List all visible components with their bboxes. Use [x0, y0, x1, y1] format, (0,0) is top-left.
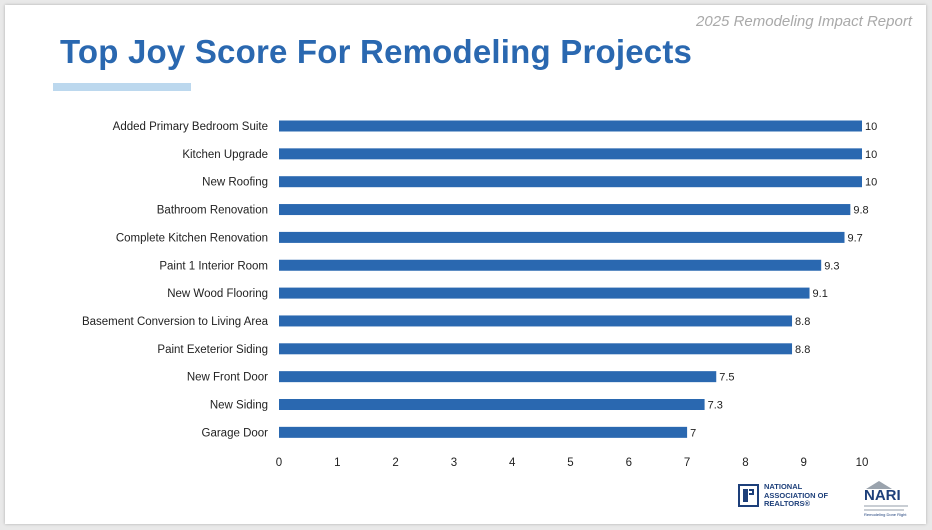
category-label: Bathroom Renovation: [157, 205, 268, 217]
data-label: 9.1: [813, 288, 828, 300]
x-tick-label: 3: [451, 457, 457, 469]
nari-rule: [864, 505, 908, 507]
logos: NATIONAL ASSOCIATION OF REALTORS® NARI R…: [738, 479, 918, 519]
category-label: Basement Conversion to Living Area: [82, 316, 269, 328]
data-label: 10: [865, 177, 877, 189]
category-label: Paint 1 Interior Room: [159, 260, 268, 272]
bar: [279, 343, 793, 355]
bar: [279, 120, 862, 132]
x-tick-label: 8: [742, 457, 748, 469]
x-tick-label: 4: [509, 457, 516, 469]
house-roof-icon: [866, 481, 892, 489]
bar: [279, 176, 862, 188]
page-title: Top Joy Score For Remodeling Projects: [60, 33, 693, 70]
nar-line-1: NATIONAL: [764, 482, 803, 491]
bar: [279, 204, 851, 216]
x-tick-label: 1: [334, 457, 340, 469]
bar: [279, 371, 717, 383]
nar-logo: NATIONAL ASSOCIATION OF REALTORS®: [738, 482, 829, 509]
x-tick-label: 9: [800, 457, 806, 469]
nari-tagline: Remodeling Done Right: [864, 512, 907, 517]
title-accent-bar: [53, 83, 191, 91]
x-tick-label: 7: [684, 457, 690, 469]
data-label: 9.8: [853, 205, 868, 217]
category-label: New Siding: [210, 400, 268, 412]
bar: [279, 426, 688, 438]
data-label: 8.8: [795, 316, 810, 328]
bar: [279, 231, 845, 243]
data-label: 9.7: [848, 232, 863, 244]
bar: [279, 399, 705, 410]
data-label: 7.3: [708, 400, 723, 412]
category-labels: Added Primary Bedroom Suite Kitchen Upgra…: [82, 121, 269, 439]
realtor-r-icon: [738, 484, 759, 508]
category-label: New Front Door: [187, 372, 268, 384]
nar-line-3: REALTORS®: [764, 499, 811, 508]
x-tick-label: 0: [276, 457, 282, 469]
data-label: 10: [865, 149, 877, 161]
x-axis: 0 1 2 3 4 5 6 7 8 9 10: [276, 457, 869, 469]
nari-rule-2: [864, 509, 904, 511]
nari-logo: NARI Remodeling Done Right: [862, 479, 912, 519]
bar: [279, 259, 822, 271]
data-label: 8.8: [795, 344, 810, 356]
category-label: Garage Door: [202, 427, 269, 439]
data-label: 9.3: [824, 260, 839, 272]
report-name: 2025 Remodeling Impact Report: [696, 13, 912, 30]
x-tick-label: 6: [626, 457, 632, 469]
nar-line-2: ASSOCIATION OF: [764, 490, 829, 500]
x-tick-label: 10: [856, 457, 869, 469]
category-label: New Roofing: [202, 177, 268, 189]
data-label: 7: [690, 427, 696, 439]
value-labels: 10 10 10 9.8 9.7 9.3 9.1 8.8 8.8 7.5 7.3 7: [690, 121, 877, 439]
x-tick-label: 2: [392, 457, 398, 469]
data-label: 7.5: [719, 372, 734, 384]
category-label: Added Primary Bedroom Suite: [113, 121, 268, 133]
category-label: Kitchen Upgrade: [182, 149, 268, 161]
bars: [279, 120, 862, 438]
nar-logo-text: NATIONAL ASSOCIATION OF REALTORS®: [764, 482, 829, 509]
category-label: Paint Exeterior Siding: [157, 344, 268, 356]
x-tick-label: 5: [567, 457, 573, 469]
category-label: New Wood Flooring: [167, 288, 268, 300]
bar: [279, 287, 810, 299]
category-label: Complete Kitchen Renovation: [116, 232, 268, 244]
nari-logo-text: NARI: [864, 487, 901, 504]
bar: [279, 315, 793, 327]
bar: [279, 148, 862, 160]
data-label: 10: [865, 121, 877, 133]
